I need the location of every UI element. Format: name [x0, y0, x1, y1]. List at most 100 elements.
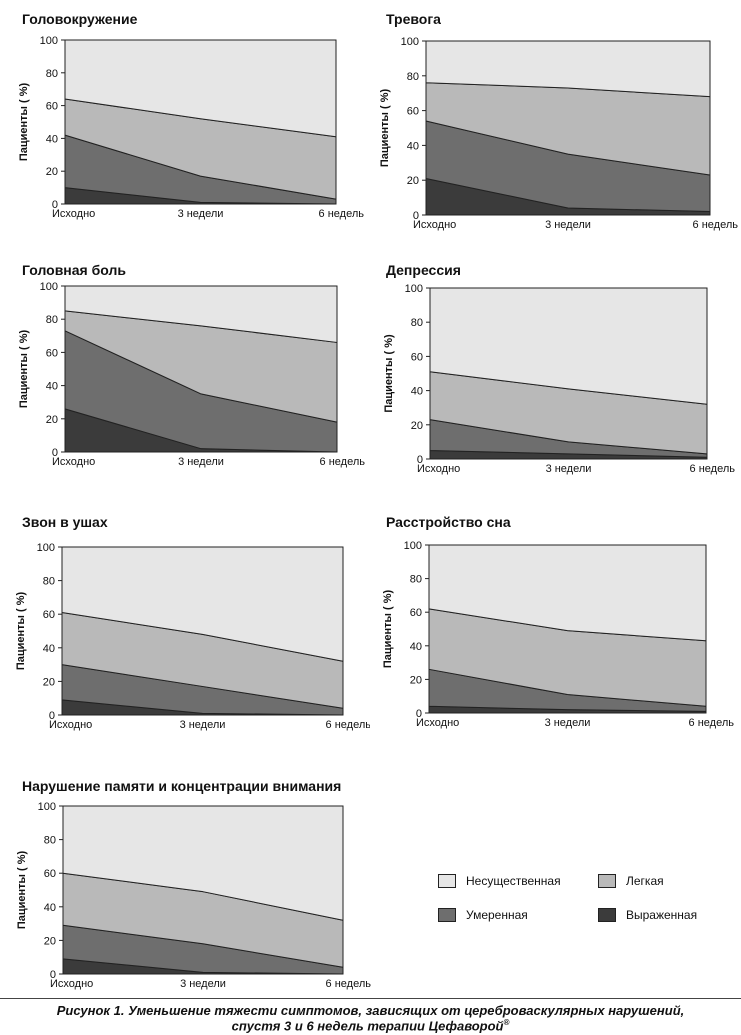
caption-divider — [0, 998, 741, 999]
chart-title: Головокружение — [22, 11, 138, 27]
y-tick-label: 100 — [401, 36, 419, 48]
y-tick-label: 60 — [43, 609, 55, 621]
x-tick-label: 6 недель — [326, 719, 370, 731]
y-tick-label: 60 — [44, 868, 56, 880]
y-tick-label: 40 — [46, 381, 58, 393]
y-axis-label: Пациенты ( %) — [16, 851, 28, 930]
registered-mark: ® — [503, 1018, 510, 1027]
legend-swatch-mild — [598, 874, 616, 888]
legend-item-severe: Выраженная — [598, 908, 697, 922]
area-chart-memory: 0 20 40 60 80 100 Исходно 3 недели 6 недель Пацие… — [16, 801, 372, 990]
y-axis-label: Пациенты ( %) — [15, 592, 27, 671]
y-tick-label: 60 — [410, 607, 422, 619]
y-tick-label: 20 — [43, 676, 55, 688]
y-tick-label: 40 — [46, 133, 58, 145]
plot-frame — [64, 285, 338, 453]
chart-panel-memory: Нарушение памяти и концентрации внимания… — [0, 770, 400, 990]
y-tick-label: 80 — [44, 835, 56, 847]
x-tick-label: 6 недель — [689, 717, 735, 729]
y-tick-label: 60 — [46, 101, 58, 113]
x-tick-label: 3 недели — [545, 717, 591, 729]
legend-item-moderate: Умеренная — [438, 908, 528, 922]
y-tick-label: 20 — [46, 166, 58, 178]
x-tick-label: 3 недели — [546, 463, 592, 475]
x-tick-label: 6 недель — [326, 978, 372, 990]
x-tick-label: Исходно — [417, 463, 460, 475]
y-tick-label: 0 — [52, 199, 58, 211]
y-tick-label: 0 — [416, 708, 422, 720]
y-tick-label: 40 — [410, 641, 422, 653]
y-tick-label: 60 — [411, 351, 423, 363]
x-tick-label: 3 недели — [178, 456, 224, 468]
x-tick-label: Исходно — [49, 719, 92, 731]
y-tick-label: 80 — [43, 576, 55, 588]
chart-panel-headache: Головная боль 0 20 40 60 80 100 Исходно 3 недел… — [0, 255, 370, 485]
chart-title: Головная боль — [22, 262, 126, 278]
y-tick-label: 0 — [52, 447, 58, 459]
y-tick-label: 0 — [417, 454, 423, 466]
plot-frame — [429, 287, 708, 460]
y-tick-label: 80 — [46, 314, 58, 326]
y-tick-label: 60 — [407, 106, 419, 118]
y-tick-label: 40 — [43, 643, 55, 655]
x-tick-label: 6 недель — [320, 456, 366, 468]
legend-label: Несущественная — [466, 874, 561, 888]
y-tick-label: 20 — [44, 935, 56, 947]
x-tick-label: Исходно — [52, 208, 95, 220]
y-tick-label: 60 — [46, 347, 58, 359]
y-tick-label: 40 — [411, 386, 423, 398]
y-tick-label: 80 — [407, 71, 419, 83]
y-tick-label: 100 — [405, 283, 423, 295]
y-tick-label: 0 — [50, 969, 56, 981]
chart-title: Депрессия — [386, 262, 461, 278]
x-tick-label: 6 недель — [690, 463, 736, 475]
legend-label: Легкая — [626, 874, 664, 888]
area-chart-headache: 0 20 40 60 80 100 Исходно 3 недели 6 недель Пацие… — [18, 281, 366, 468]
x-tick-label: Исходно — [416, 717, 459, 729]
area-chart-dizziness: 0 20 40 60 80 100 Исходно 3 недели 6 недель Пацие… — [18, 35, 364, 220]
plot-frame — [62, 805, 344, 975]
chart-title: Звон в ушах — [22, 514, 108, 530]
chart-title: Нарушение памяти и концентрации внимания — [22, 778, 342, 794]
y-tick-label: 100 — [38, 801, 56, 813]
y-axis-label: Пациенты ( %) — [18, 330, 30, 409]
legend-label: Умеренная — [466, 908, 528, 922]
x-tick-label: Исходно — [50, 978, 93, 990]
plot-frame — [61, 546, 344, 716]
legend-swatch-insignificant — [438, 874, 456, 888]
y-tick-label: 100 — [404, 540, 422, 552]
x-tick-label: 6 недель — [693, 219, 739, 231]
legend-swatch-severe — [598, 908, 616, 922]
y-tick-label: 0 — [413, 210, 419, 222]
legend-label: Выраженная — [626, 908, 698, 922]
y-tick-label: 20 — [410, 674, 422, 686]
chart-panel-tinnitus: Звон в ушах 0 20 40 60 80 100 Исходно 3 недели 6… — [0, 505, 370, 740]
y-axis-label: Пациенты ( %) — [382, 590, 394, 669]
y-tick-label: 80 — [46, 68, 58, 80]
y-tick-label: 80 — [411, 317, 423, 329]
chart-panel-sleep-disorder: Расстройство сна 0 20 40 60 80 100 Исходно 3 не… — [370, 505, 741, 740]
y-axis-label: Пациенты ( %) — [379, 89, 391, 168]
plot-frame — [64, 39, 337, 205]
x-tick-label: 3 недели — [178, 208, 224, 220]
x-tick-label: Исходно — [52, 456, 95, 468]
y-axis-label: Пациенты ( %) — [383, 334, 395, 413]
plot-frame — [428, 544, 707, 714]
x-tick-label: 3 недели — [545, 219, 591, 231]
y-tick-label: 40 — [44, 902, 56, 914]
chart-panel-dizziness: Головокружение 0 20 40 60 80 100 Исходно 3 неде… — [0, 0, 370, 245]
area-chart-depression: 0 20 40 60 80 100 Исходно 3 недели 6 недель Пацие… — [383, 283, 736, 475]
y-tick-label: 20 — [411, 420, 423, 432]
figure-caption-line-1: Рисунок 1. Уменьшение тяжести симптомов,… — [56, 1003, 685, 1018]
chart-title: Тревога — [386, 11, 441, 27]
legend-swatch-moderate — [438, 908, 456, 922]
figure-caption-text: спустя 3 и 6 недель терапии Цефаворой — [231, 1018, 504, 1034]
x-tick-label: 3 недели — [180, 719, 226, 731]
y-axis-label: Пациенты ( %) — [18, 83, 30, 162]
chart-title: Расстройство сна — [386, 514, 511, 530]
area-chart-anxiety: 0 20 40 60 80 100 Исходно 3 недели 6 недель Пацие… — [379, 36, 739, 231]
x-tick-label: 3 недели — [180, 978, 226, 990]
y-tick-label: 80 — [410, 574, 422, 586]
legend-item-mild: Легкая — [598, 874, 664, 888]
y-tick-label: 0 — [49, 710, 55, 722]
